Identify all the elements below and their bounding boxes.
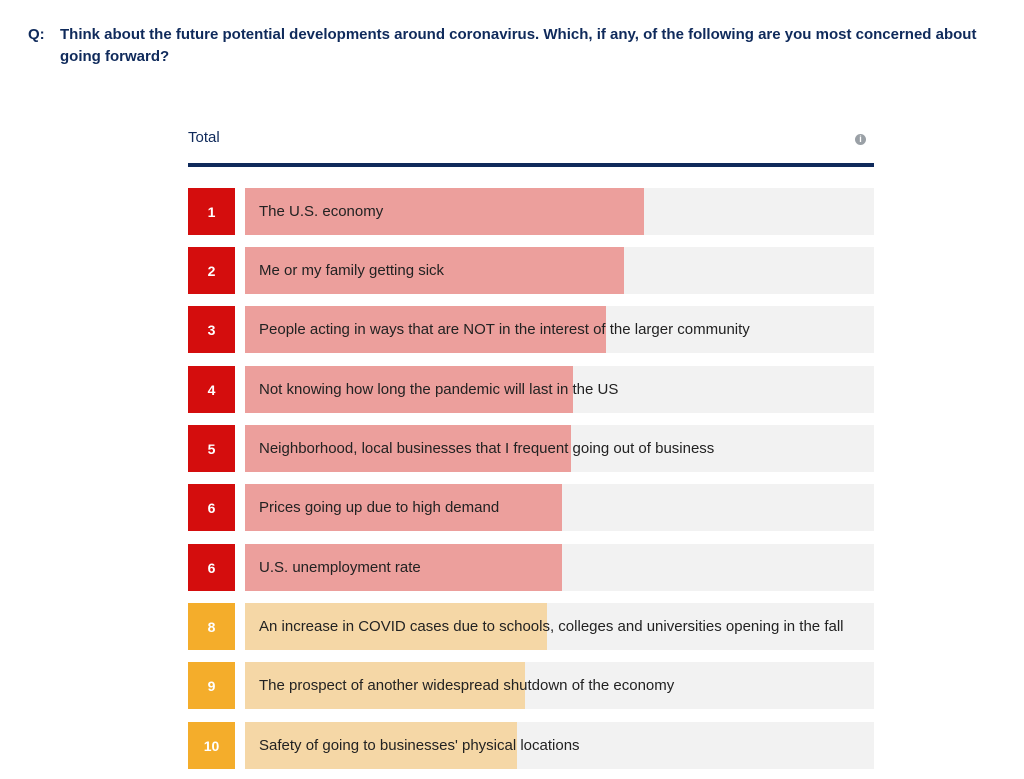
rank-badge: 6 (188, 544, 235, 591)
bar-fill (245, 544, 563, 591)
bar-track: An increase in COVID cases due to school… (245, 603, 874, 650)
bar-label: Not knowing how long the pandemic will l… (259, 381, 619, 398)
rank-badge: 6 (188, 484, 235, 531)
bar-track: Me or my family getting sick (245, 247, 874, 294)
list-item: 6 U.S. unemployment rate (188, 544, 874, 591)
rank-badge: 1 (188, 188, 235, 235)
list-item: 10 Safety of going to businesses' physica… (188, 722, 874, 769)
list-item: 3 People acting in ways that are NOT in t… (188, 306, 874, 353)
bar-fill (245, 425, 571, 472)
list-item: 8 An increase in COVID cases due to schoo… (188, 603, 874, 650)
rank-badge: 5 (188, 425, 235, 472)
bar-track: The U.S. economy (245, 188, 874, 235)
rank-badge: 10 (188, 722, 235, 769)
bar-fill (245, 722, 517, 769)
question: Q: Think about the future potential deve… (28, 24, 1008, 68)
rank-badge: 9 (188, 662, 235, 709)
ranking-panel: Total i 1 The U.S. economy 2 Me or my famil… (188, 120, 874, 769)
bar-label: U.S. unemployment rate (259, 559, 421, 576)
bar-label: Safety of going to businesses' physical … (259, 737, 580, 754)
bar-track: The prospect of another widespread shutd… (245, 662, 874, 709)
bar-track: U.S. unemployment rate (245, 544, 874, 591)
bar-fill (245, 188, 645, 235)
bar-track: Safety of going to businesses' physical … (245, 722, 874, 769)
bar-label: Prices going up due to high demand (259, 499, 500, 516)
bar-track: Prices going up due to high demand (245, 484, 874, 531)
question-text: Think about the future potential develop… (60, 26, 977, 65)
rank-badge: 2 (188, 247, 235, 294)
bar-track: Not knowing how long the pandemic will l… (245, 366, 874, 413)
list-item: 6 Prices going up due to high demand (188, 484, 874, 531)
bar-label: The prospect of another widespread shutd… (259, 677, 675, 694)
list-item: 9 The prospect of another widespread shut… (188, 662, 874, 709)
panel-header: Total i (188, 120, 874, 167)
bar-label: People acting in ways that are NOT in th… (259, 321, 750, 338)
bar-track: Neighborhood, local businesses that I fr… (245, 425, 874, 472)
bar-label: Me or my family getting sick (259, 262, 445, 279)
list-item: 4 Not knowing how long the pandemic will … (188, 366, 874, 413)
rank-badge: 4 (188, 366, 235, 413)
list-item: 5 Neighborhood, local businesses that I f… (188, 425, 874, 472)
bar-fill (245, 484, 563, 531)
bar-label: Neighborhood, local businesses that I fr… (259, 440, 715, 457)
list-item: 1 The U.S. economy (188, 188, 874, 235)
bar-label: An increase in COVID cases due to school… (259, 618, 844, 635)
info-icon[interactable]: i (855, 134, 866, 145)
bar-fill (245, 603, 547, 650)
bar-fill (245, 662, 525, 709)
bar-fill (245, 306, 607, 353)
bar-track: People acting in ways that are NOT in th… (245, 306, 874, 353)
bar-label: The U.S. economy (259, 203, 384, 220)
list-item: 2 Me or my family getting sick (188, 247, 874, 294)
bar-fill (245, 247, 625, 294)
rank-badge: 8 (188, 603, 235, 650)
question-prefix: Q: (28, 26, 45, 43)
panel-title: Total (188, 129, 220, 146)
bar-fill (245, 366, 573, 413)
rank-badge: 3 (188, 306, 235, 353)
